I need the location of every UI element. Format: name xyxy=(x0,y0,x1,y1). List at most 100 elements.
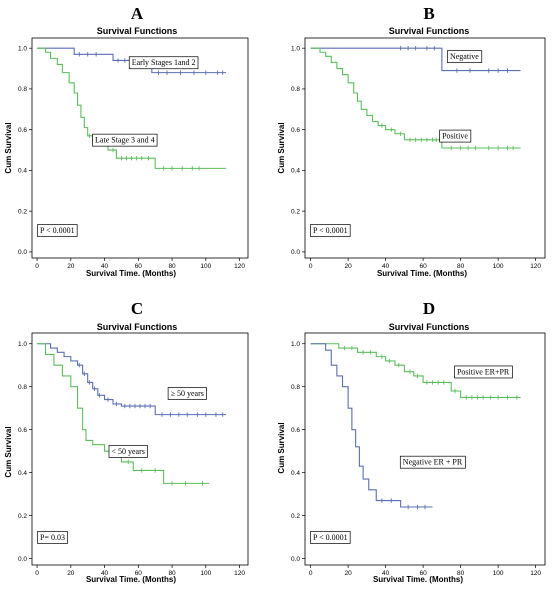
panel-c-y-tick-label: 0.2 xyxy=(18,513,27,520)
panel-a-ylabel: Cum Survival xyxy=(4,122,13,173)
panel-a-x-tick-label: 40 xyxy=(101,263,109,270)
panel-c-x-tick-label: 60 xyxy=(135,570,143,577)
panel-d-y-tick-label: 1.0 xyxy=(291,341,300,348)
panel-c-curve-label-box xyxy=(167,387,207,400)
panel-c-y-tick-label: 0.6 xyxy=(18,427,27,434)
panel-c-curve-label: < 50 years xyxy=(111,447,144,456)
panel-a-curve-label-box xyxy=(128,56,199,70)
panel-a-curve-label: Early Stages 1and 2 xyxy=(132,58,196,67)
panel-c-x-tick-label: 100 xyxy=(200,570,211,577)
panel-a-series-2-curve xyxy=(37,47,227,169)
panel-c-y-tick-label: 1.0 xyxy=(18,341,27,348)
panel-d-label: D xyxy=(423,299,435,318)
panel-d-y-tick-label: 0.8 xyxy=(291,384,300,391)
panel-d-y-tick-label: 0.6 xyxy=(291,427,300,434)
panel-c-y-tick-label: 0.4 xyxy=(18,470,27,477)
panel-a-x-tick-label: 100 xyxy=(200,263,211,270)
panel-c-chart: C Survival Functions Survival Time. (Mon… xyxy=(4,299,249,584)
panel-a-x-tick-label: 20 xyxy=(67,263,75,270)
panel-c-label: C xyxy=(131,299,143,318)
panel-b-p-value-box xyxy=(310,224,351,237)
panel-a-x-tick-label: 80 xyxy=(168,263,176,270)
panel-b-x-tick-label: 20 xyxy=(345,263,353,270)
panel-a-y-tick-label: 0.8 xyxy=(18,86,27,93)
panel-d-curve-label-box xyxy=(399,455,466,469)
panel-a-x-tick-label: 0 xyxy=(35,263,39,270)
panel-c-x-tick-label: 120 xyxy=(234,570,245,577)
panel-a-p-value-box xyxy=(37,224,78,237)
panel-b-x-tick-label: 80 xyxy=(457,263,465,270)
panel-d-p-value: P < 0.0001 xyxy=(313,533,348,542)
panel-a-y-tick-label: 0.6 xyxy=(18,127,27,134)
panel-d-y-tick-label: 0.2 xyxy=(291,513,300,520)
panel-d-ylabel: Cum Survival xyxy=(277,422,286,473)
panel-c-x-tick-label: 20 xyxy=(67,570,75,577)
panel-d-series-1-curve xyxy=(310,343,521,398)
panel-d-x-tick-label: 0 xyxy=(309,570,313,577)
panel-b-curve-label-box xyxy=(439,129,472,143)
panel-d-chart: D Survival Functions Survival Time. (Mon… xyxy=(277,299,546,584)
panel-a-y-tick-label: 1.0 xyxy=(18,45,27,52)
panel-b-title: Survival Functions xyxy=(389,26,470,36)
panel-b-p-value: P < 0.0001 xyxy=(313,226,348,235)
panel-b-curve-label-box xyxy=(447,50,483,63)
panel-b-y-tick-label: 1.0 xyxy=(291,45,300,52)
panel-d-x-tick-label: 60 xyxy=(420,570,428,577)
panel-d-curve-label: Negative ER + PR xyxy=(403,458,463,467)
panel-c-curve-label: ≥ 50 years xyxy=(171,389,204,398)
panel-c-curve-label-box xyxy=(108,445,148,458)
panel-d-title: Survival Functions xyxy=(389,322,470,332)
panel-d-x-tick-label: 80 xyxy=(457,570,465,577)
panel-b-x-tick-label: 120 xyxy=(530,263,541,270)
panel-a-y-tick-label: 0.4 xyxy=(18,168,27,175)
panel-b-curve-label: Negative xyxy=(450,52,479,61)
panel-c-x-tick-label: 0 xyxy=(35,570,39,577)
panel-b-series-2-curve xyxy=(310,47,521,149)
panel-a-x-tick-label: 60 xyxy=(135,263,143,270)
panel-d-xlabel: Survival Time. (Months) xyxy=(373,575,463,584)
panel-a-x-tick-label: 120 xyxy=(234,263,245,270)
panel-c-p-value-box xyxy=(37,531,68,544)
panel-b-xlabel: Survival Time. (Months) xyxy=(377,269,467,278)
panel-d-x-tick-label: 40 xyxy=(382,570,390,577)
panel-a-xlabel: Survival Time. (Months) xyxy=(86,269,176,278)
panel-b-y-tick-label: 0.4 xyxy=(291,168,300,175)
panel-b-y-tick-label: 0.2 xyxy=(291,208,300,215)
panel-c-series-1-curve xyxy=(37,343,227,416)
panel-c-title: Survival Functions xyxy=(97,322,178,332)
panel-b-x-tick-label: 40 xyxy=(382,263,390,270)
panel-a-title: Survival Functions xyxy=(97,26,178,36)
panel-a-chart: A Survival Functions Survival Time. (Mon… xyxy=(4,4,249,278)
panel-d-y-tick-label: 0.4 xyxy=(291,470,300,477)
panel-c-xlabel: Survival Time. (Months) xyxy=(86,575,176,584)
panel-b-y-tick-label: 0.8 xyxy=(291,86,300,93)
panel-b-label: B xyxy=(423,4,434,23)
panel-b-x-tick-label: 60 xyxy=(420,263,428,270)
panel-c-ylabel: Cum Survival xyxy=(4,426,13,477)
panel-a-y-tick-label: 0.0 xyxy=(18,249,27,256)
panel-b-ylabel: Cum Survival xyxy=(277,122,286,173)
panel-c-y-tick-label: 0.0 xyxy=(18,556,27,563)
panel-b-y-tick-label: 0.6 xyxy=(291,127,300,134)
panel-d-x-tick-label: 120 xyxy=(530,570,541,577)
panel-c-series-2-curve xyxy=(37,343,210,484)
panel-d-curve-label-box xyxy=(454,365,513,379)
panel-b-series-1-curve xyxy=(310,47,521,72)
panel-d-curve-label: Positive ER+PR xyxy=(457,367,510,376)
panel-a-curve-label: Late Stage 3 and 4 xyxy=(95,136,155,145)
panel-c-x-tick-label: 80 xyxy=(168,570,176,577)
panel-b-x-tick-label: 100 xyxy=(493,263,504,270)
panel-a-label: A xyxy=(131,4,144,23)
panel-b-y-tick-label: 0.0 xyxy=(291,249,300,256)
panel-b-x-tick-label: 0 xyxy=(309,263,313,270)
panel-d-p-value-box xyxy=(310,531,351,544)
panel-a-series-1-curve xyxy=(37,47,227,74)
panel-a-y-tick-label: 0.2 xyxy=(18,208,27,215)
panel-a-curve-label-box xyxy=(92,133,158,147)
panel-b-curve-label: Positive xyxy=(442,132,468,141)
panel-a-p-value: P < 0.0001 xyxy=(40,226,75,235)
panel-c-x-tick-label: 40 xyxy=(101,570,109,577)
panel-b-chart: B Survival Functions Survival Time. (Mon… xyxy=(277,4,546,278)
panel-a-plot-frame xyxy=(31,37,249,259)
